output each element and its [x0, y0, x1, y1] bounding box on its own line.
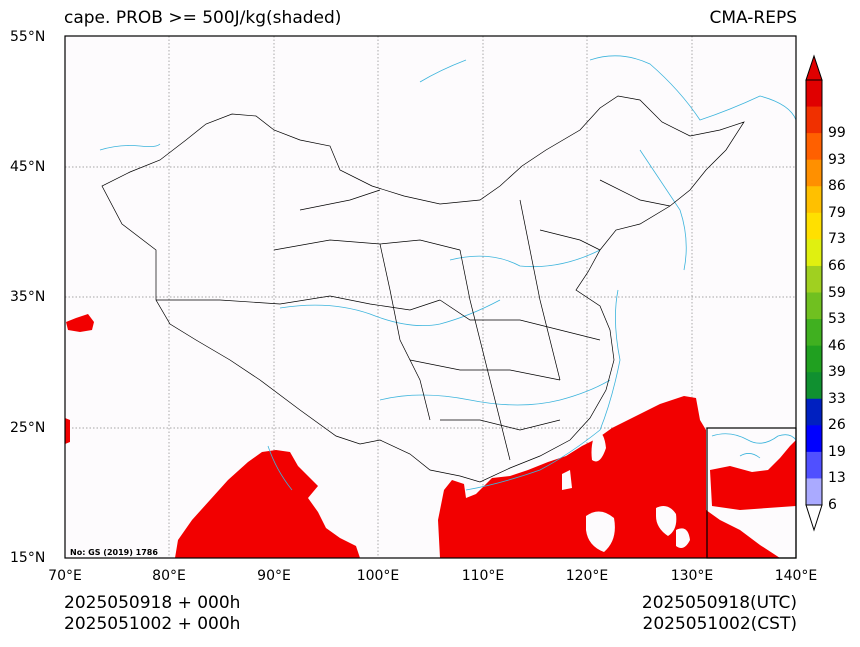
colorbar-swatch [806, 133, 822, 161]
colorbar-level-label: 99 [828, 125, 846, 142]
model-name: CMA-REPS [709, 8, 797, 28]
colorbar-level-label: 53 [828, 311, 846, 328]
lon-label-90: 90°E [257, 568, 291, 584]
map-title: cape. PROB >= 500J/kg(shaded) [64, 8, 342, 28]
shade-inset-sea [710, 440, 796, 510]
colorbar-swatch [806, 212, 822, 240]
colorbar-swatch [806, 239, 822, 267]
init-cst: 2025051002 + 000h [64, 614, 241, 634]
colorbar-swatch [806, 451, 822, 479]
lat-label-15: 15°N [10, 550, 46, 566]
shade-west-edge [65, 418, 70, 444]
map-approval-note: No: GS (2019) 1786 [70, 548, 158, 557]
china-outline [101, 95, 745, 483]
shade-gaps [562, 431, 690, 552]
colorbar-swatch [806, 478, 822, 506]
colorbar-swatch [806, 398, 822, 426]
colorbar-level-label: 46 [828, 337, 846, 354]
colorbar-swatch [806, 319, 822, 347]
colorbar-frame [805, 79, 823, 506]
valid-time-block: 2025050918(UTC) 2025051002(CST) [642, 593, 797, 635]
colorbar-swatch [806, 425, 822, 453]
colorbar-level-label: 19 [828, 443, 846, 460]
colorbar-swatch [806, 80, 822, 108]
colorbar-swatch [806, 292, 822, 320]
lat-label-45: 45°N [10, 159, 46, 175]
china-borders [101, 95, 745, 483]
colorbar-level-label: 93 [828, 151, 846, 168]
colorbar-level-label: 86 [828, 178, 846, 195]
colorbar-swatch [806, 106, 822, 134]
lon-label-130: 130°E [670, 568, 714, 584]
lon-label-140: 140°E [774, 568, 818, 584]
colorbar-level-label: 33 [828, 390, 846, 407]
lon-label-100: 100°E [356, 568, 400, 584]
colorbar-level-label: 66 [828, 257, 846, 274]
rivers-coastlines [99, 55, 797, 491]
colorbar-level-label: 39 [828, 364, 846, 381]
lon-label-120: 120°E [565, 568, 609, 584]
shade-south-asia [175, 450, 360, 558]
probability-shading [65, 314, 796, 558]
colorbar-level-label: 79 [828, 204, 846, 221]
inset-coastline [711, 433, 797, 459]
colorbar-min-arrow [805, 504, 823, 532]
colorbar-swatch [806, 345, 822, 373]
colorbar-swatch [806, 265, 822, 293]
init-utc: 2025050918 + 000h [64, 593, 241, 613]
lon-label-110: 110°E [461, 568, 505, 584]
map-frame [64, 35, 797, 559]
colorbar-level-label: 6 [828, 497, 837, 513]
colorbar [805, 54, 823, 532]
colorbar-max-arrow [805, 54, 823, 81]
lon-label-80: 80°E [152, 568, 186, 584]
colorbar-swatch [806, 372, 822, 400]
valid-utc: 2025050918(UTC) [641, 593, 797, 613]
colorbar-swatch [806, 159, 822, 187]
shade-south-china-sea [438, 396, 780, 558]
lat-label-55: 55°N [10, 29, 46, 45]
colorbar-level-label: 13 [828, 470, 846, 487]
valid-cst: 2025051002(CST) [642, 614, 797, 634]
lat-label-25: 25°N [10, 420, 46, 436]
colorbar-level-label: 73 [828, 231, 846, 248]
lon-label-70: 70°E [48, 568, 82, 584]
shade-west-small [66, 314, 94, 332]
colorbar-level-label: 59 [828, 284, 846, 301]
lat-label-35: 35°N [10, 289, 46, 305]
init-time-block: 2025050918 + 000h 2025051002 + 000h [64, 593, 240, 635]
colorbar-level-label: 26 [828, 417, 846, 434]
colorbar-swatch [806, 186, 822, 214]
